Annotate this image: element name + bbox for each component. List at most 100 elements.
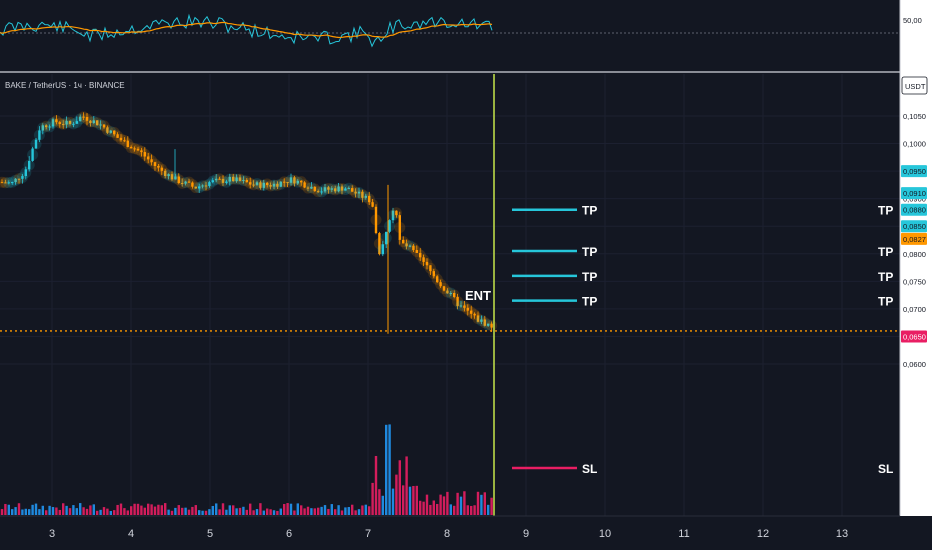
volume-bar (378, 489, 381, 515)
volume-bar (272, 510, 276, 515)
x-tick-label: 6 (286, 528, 292, 540)
volume-bar (170, 510, 174, 515)
target-lines[interactable]: TP TP TP TP TP TP TP TP SL SL (512, 204, 893, 476)
stop-label-right: SL (878, 462, 893, 476)
candle-body (218, 178, 221, 180)
candle-body (126, 140, 129, 147)
candle-body (313, 186, 316, 192)
candle-body (123, 140, 126, 142)
candle-body (395, 210, 398, 216)
candle-body (354, 191, 357, 194)
candle-body (330, 188, 333, 190)
volume-bar (490, 497, 493, 515)
volume-bar (374, 455, 378, 515)
candle-body (147, 156, 150, 160)
candle-body (303, 182, 306, 188)
candle-body (249, 182, 252, 185)
target-label: TP (582, 245, 597, 259)
candle-body (419, 252, 422, 258)
candle-body (432, 271, 435, 277)
candle-body (170, 174, 174, 180)
candle-body (449, 292, 452, 294)
candle-body (184, 181, 187, 184)
candle-body (463, 305, 466, 308)
candle-body (269, 185, 272, 187)
target-label-right: TP (878, 295, 893, 309)
volume-bar (109, 510, 112, 515)
volume-bar (306, 506, 310, 515)
volume-bar (323, 505, 327, 515)
price-tag (901, 165, 927, 178)
target-label-right: TP (878, 270, 893, 284)
volume-bar (28, 509, 31, 515)
y-tick-label: 0,0700 (903, 305, 926, 314)
price-tag (901, 203, 927, 216)
volume-bar (310, 508, 313, 515)
volume-bar (11, 509, 14, 515)
candle-body (408, 245, 412, 247)
candle-body (279, 181, 282, 187)
volume-bar (395, 474, 398, 515)
indicator-pane[interactable] (0, 13, 900, 48)
candle-body (102, 124, 106, 128)
candle-body (476, 315, 480, 322)
x-tick-label: 7 (365, 528, 371, 540)
volume-bar (58, 509, 61, 515)
candle-body (306, 187, 310, 189)
time-axis[interactable] (0, 516, 932, 550)
volume-bar (415, 485, 418, 515)
volume-bar (368, 506, 371, 515)
volume-bar (483, 492, 486, 515)
volume-bar (89, 505, 92, 515)
volume-bar (187, 509, 191, 515)
currency-button[interactable] (901, 76, 928, 95)
volume-bar (106, 508, 109, 515)
candle-body (116, 134, 119, 138)
candle-body (198, 186, 201, 189)
volume-bar (371, 482, 374, 515)
volume-bar (242, 506, 245, 515)
volume-bar (150, 504, 153, 515)
indicator-line (0, 13, 493, 48)
volume-bar (123, 508, 126, 515)
volume-bar (99, 509, 102, 515)
volume-bar (334, 509, 337, 515)
volume-bar (225, 509, 228, 515)
x-tick-label: 4 (128, 528, 134, 540)
candle-body (160, 167, 163, 171)
candle-body (320, 191, 323, 193)
volume-bar (65, 505, 68, 515)
volume-bar (259, 503, 262, 515)
volume-bar (354, 510, 357, 515)
volume-bar (255, 509, 259, 515)
volume-bar (303, 508, 306, 515)
volume-bar (157, 504, 160, 515)
target-label-right: TP (878, 245, 893, 259)
volume-bar (221, 503, 225, 515)
volume-bar (82, 507, 85, 515)
candle-body (490, 323, 493, 328)
x-tick-label: 8 (444, 528, 450, 540)
candle-body (398, 215, 401, 240)
candle-body (28, 160, 31, 170)
volume-bar (184, 507, 187, 515)
volume-bar (361, 505, 364, 515)
candle-body (194, 186, 197, 189)
volume-bar (51, 507, 55, 515)
volume-bar (266, 508, 269, 515)
volume-bar (24, 508, 27, 515)
price-tag-label: 0,0950 (903, 167, 926, 176)
candle-body (238, 177, 242, 181)
candles[interactable] (0, 111, 498, 334)
candle-body (58, 122, 61, 124)
candle-body (191, 182, 194, 187)
candle-body (119, 137, 123, 141)
candle-body (68, 120, 72, 124)
volume-bar (344, 507, 347, 515)
candle-body (187, 181, 191, 183)
candle-body (82, 116, 85, 118)
volume-bar (436, 503, 439, 515)
candle-body (79, 116, 82, 122)
volume-bar (300, 505, 303, 515)
